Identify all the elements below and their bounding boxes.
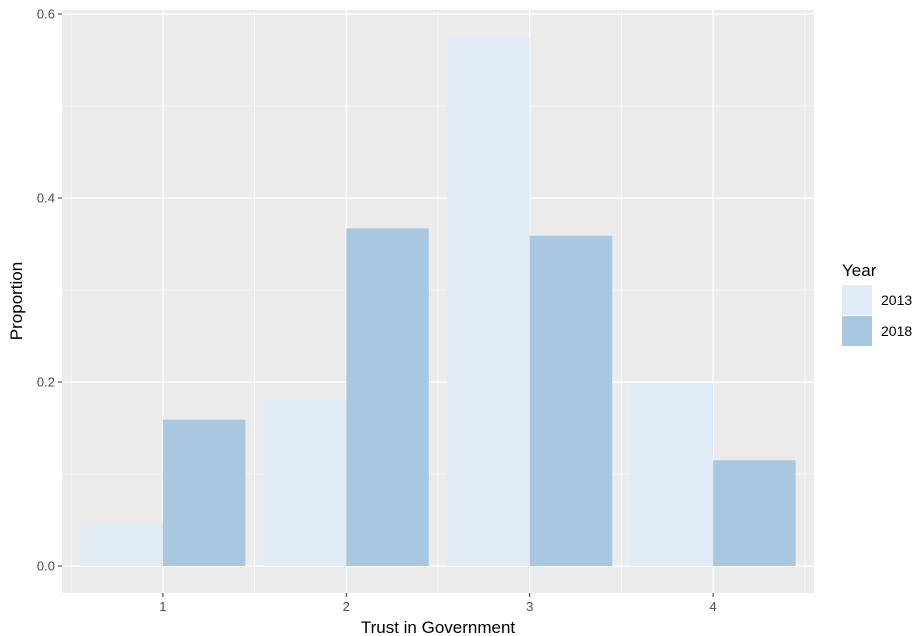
x-tick-label: 1 (159, 599, 166, 614)
legend-swatch-2018 (842, 316, 872, 346)
bar-2013-1 (80, 523, 163, 566)
bars (80, 37, 796, 567)
legend-label-2013: 2013 (881, 292, 912, 308)
x-tick-label: 2 (343, 599, 350, 614)
x-axis-title: Trust in Government (361, 618, 516, 636)
bar-2013-3 (447, 37, 530, 567)
y-axis-ticks: 0.0 0.2 0.4 0.6 (37, 7, 62, 574)
y-tick-label: 0.2 (37, 375, 55, 390)
bar-2018-2 (346, 228, 429, 567)
legend-items: 2013 2018 (842, 285, 912, 346)
x-tick-label: 4 (710, 599, 717, 614)
bar-2018-3 (529, 235, 613, 566)
y-tick-label: 0.6 (37, 7, 55, 22)
legend-label-2018: 2018 (881, 323, 912, 339)
x-tick-label: 3 (526, 599, 533, 614)
y-tick-label: 0.0 (37, 559, 55, 574)
y-axis-title: Proportion (7, 262, 26, 340)
legend: Year 2013 2018 (842, 261, 912, 346)
bar-2018-1 (162, 419, 246, 566)
y-tick-label: 0.4 (37, 191, 55, 206)
bar-2018-4 (713, 460, 796, 566)
legend-swatch-2013 (842, 285, 872, 315)
legend-title: Year (842, 261, 877, 280)
bar-2013-2 (263, 399, 347, 566)
x-axis-ticks: 1 2 3 4 (159, 593, 717, 614)
bar-2013-4 (630, 383, 714, 566)
